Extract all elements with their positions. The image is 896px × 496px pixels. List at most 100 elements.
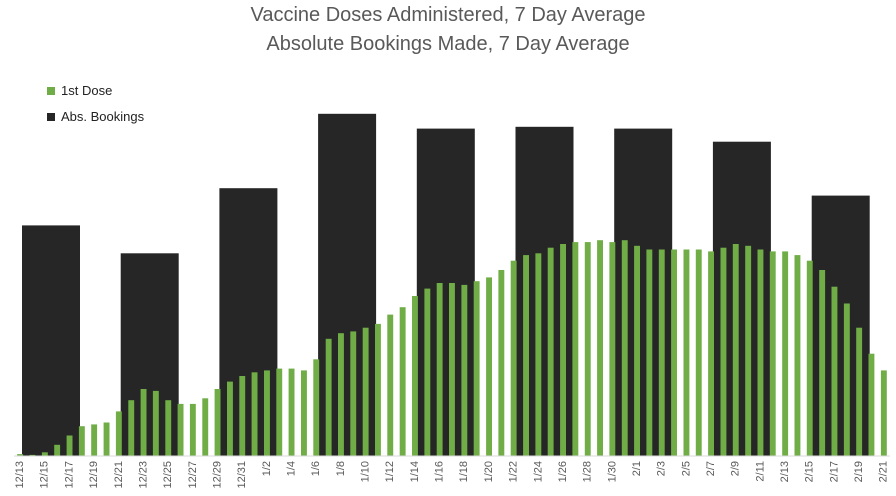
dose-bar-12/28 [202, 398, 209, 456]
legend-swatch-abs-bookings [47, 112, 55, 121]
dose-bar-1/22 [510, 260, 517, 456]
dose-bar-12/25 [165, 400, 172, 456]
dose-bar-2/10 [745, 245, 752, 456]
dose-bar-1/5 [301, 370, 307, 456]
x-tick-label: 1/28 [582, 461, 594, 482]
dose-bar-12/29 [214, 389, 221, 456]
dose-bar-12/24 [152, 390, 159, 456]
chart-title: Vaccine Doses Administered, 7 Day Averag… [250, 4, 646, 26]
dose-bar-1/18 [461, 284, 468, 456]
dose-bar-12/21 [115, 411, 122, 456]
dose-bar-1/2 [264, 370, 270, 456]
legend-swatch-1st-dose [47, 86, 55, 95]
dose-bar-2/19 [856, 327, 863, 456]
x-tick-label: 12/13 [14, 461, 26, 489]
dose-bar-1/30 [609, 242, 616, 456]
x-tick-label: 1/20 [483, 461, 495, 482]
dose-bar-1/21 [498, 270, 505, 456]
dose-bar-2/6 [695, 249, 702, 456]
x-tick-label: 1/4 [286, 461, 298, 476]
dose-bar-1/24 [535, 253, 542, 456]
dose-bar-1/7 [325, 338, 332, 456]
dose-bar-12/18 [78, 426, 85, 456]
dose-bar-2/20 [868, 353, 875, 456]
dose-bar-2/14 [794, 255, 801, 456]
x-tick-label: 2/15 [804, 461, 816, 482]
dose-bar-12/31 [239, 376, 246, 456]
x-tick-label: 1/16 [434, 461, 446, 482]
x-tick-label: 1/2 [261, 461, 273, 476]
dose-bar-12/14 [29, 454, 36, 456]
dose-bar-1/20 [486, 277, 492, 456]
x-tick-label: 12/17 [63, 461, 75, 489]
dose-bar-1/12 [387, 314, 394, 456]
dose-bar-1/25 [547, 247, 554, 456]
dose-bar-12/26 [177, 403, 184, 456]
x-tick-label: 2/1 [631, 461, 643, 476]
bookings-bar-12/14 [22, 225, 80, 456]
dose-bar-2/7 [708, 251, 714, 456]
dose-bar-1/11 [375, 323, 381, 456]
dose-bar-12/17 [66, 435, 73, 456]
dose-bar-2/1 [634, 245, 640, 456]
legend-label-1st-dose: 1st Dose [61, 83, 113, 98]
dose-bar-1/26 [560, 244, 566, 456]
dose-bar-2/8 [720, 247, 727, 456]
dose-bar-12/22 [128, 400, 135, 456]
x-tick-label: 1/12 [384, 461, 396, 482]
dose-bar-12/23 [140, 389, 147, 456]
x-tick-label: 1/14 [409, 461, 421, 482]
dose-bar-12/13 [17, 454, 24, 456]
dose-bar-2/3 [658, 249, 665, 456]
x-tick-label: 1/26 [557, 461, 569, 482]
x-tick-label: 12/29 [212, 461, 224, 489]
dose-bar-1/28 [584, 242, 591, 456]
dose-bar-1/3 [276, 368, 283, 456]
x-tick-label: 12/21 [113, 461, 125, 489]
dose-bar-2/5 [683, 249, 690, 456]
dose-bar-2/12 [769, 251, 776, 456]
dose-bar-1/13 [399, 307, 406, 456]
dose-bar-1/17 [449, 283, 455, 456]
dose-series [17, 240, 887, 456]
dose-bar-1/14 [412, 296, 418, 456]
dose-bar-1/15 [424, 288, 431, 456]
x-tick-label: 2/17 [828, 461, 840, 482]
dose-bar-1/1 [251, 372, 258, 456]
dose-bar-1/9 [350, 331, 357, 456]
x-tick-label: 1/6 [310, 461, 322, 476]
dose-bar-1/6 [313, 359, 320, 456]
dose-bar-2/2 [646, 249, 653, 456]
dose-bar-2/17 [831, 286, 838, 456]
x-tick-label: 2/11 [754, 461, 766, 482]
dose-bar-12/19 [91, 424, 98, 456]
dose-bar-2/11 [757, 249, 764, 456]
dose-bar-12/20 [103, 422, 110, 456]
x-tick-label: 2/7 [705, 461, 717, 476]
chart-subtitle: Absolute Bookings Made, 7 Day Average [266, 33, 630, 55]
x-axis: 12/13 12/15 12/17 12/19 12/21 12/23 12/25 12/27… [14, 455, 890, 489]
dose-bar-1/4 [288, 368, 295, 456]
x-tick-label: 12/25 [162, 461, 174, 489]
dose-bar-2/4 [671, 249, 677, 456]
dose-bar-1/29 [597, 240, 603, 456]
dose-bar-12/15 [41, 452, 48, 456]
legend-item-1st-dose: 1st Dose [47, 83, 112, 98]
x-tick-label: 1/8 [335, 461, 347, 476]
x-tick-label: 2/21 [878, 461, 890, 482]
x-tick-label: 2/13 [779, 461, 791, 482]
dose-bar-1/31 [621, 240, 628, 456]
legend-item-abs-bookings: Abs. Bookings [47, 109, 144, 124]
x-tick-label: 12/23 [137, 461, 149, 489]
dose-bar-1/27 [572, 242, 579, 456]
dose-bar-1/23 [523, 255, 529, 456]
dose-bar-1/16 [436, 283, 443, 456]
dose-bar-1/8 [338, 333, 344, 456]
dose-bar-2/15 [806, 260, 813, 456]
dose-bar-1/19 [473, 281, 480, 456]
x-tick-label: 1/30 [606, 461, 618, 482]
dose-bar-2/16 [819, 270, 826, 456]
x-tick-label: 2/5 [680, 461, 692, 476]
dose-bar-2/9 [732, 244, 739, 456]
